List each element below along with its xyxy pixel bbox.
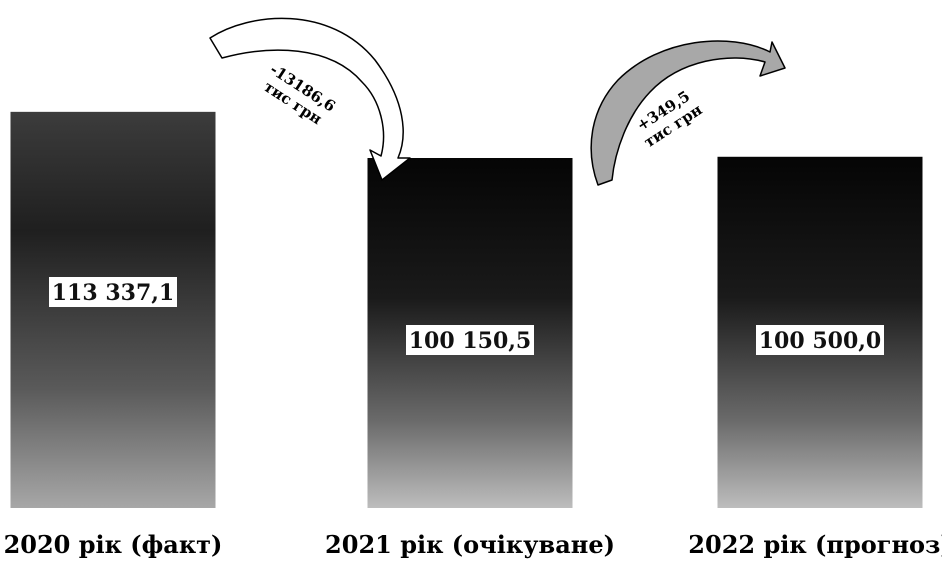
increase-curved-arrow-icon xyxy=(590,40,786,186)
value-label-box-2020 xyxy=(49,277,177,307)
value-label-box-2022 xyxy=(756,325,884,355)
value-label-2022: 100 500,0 xyxy=(759,328,881,354)
value-label-2021: 100 150,5 xyxy=(409,328,531,354)
value-label-2020: 113 337,1 xyxy=(52,280,174,306)
value-label-box-2021 xyxy=(406,325,534,355)
category-label-2022: 2022 рік (прогноз) xyxy=(688,530,942,559)
decrease-curved-arrow-icon xyxy=(209,17,411,181)
category-label-2020: 2020 рік (факт) xyxy=(4,530,223,559)
category-label-2021: 2021 рік (очікуване) xyxy=(325,530,615,559)
bar-2020 xyxy=(10,111,216,509)
